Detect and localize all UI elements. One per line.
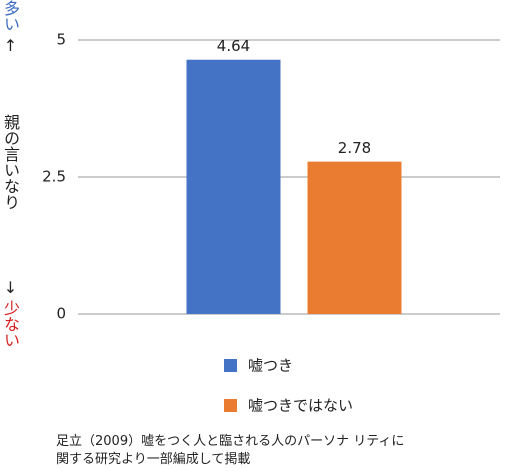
source-note: 関する研究より一部編成して掲載 bbox=[56, 452, 251, 467]
value-label: 2.78 bbox=[338, 139, 371, 157]
legend-swatch bbox=[224, 359, 237, 372]
source-note: 足立（2009）嘘をつく人と臨される人のパーソナ リティに bbox=[56, 434, 405, 449]
y-tick-label: 0 bbox=[56, 305, 66, 323]
y-label-arrow: ↑ bbox=[1, 36, 20, 55]
y-tick-label: 5 bbox=[56, 31, 66, 49]
y-label-main: 親の言いなり bbox=[1, 114, 20, 210]
y-label-low: 少ない bbox=[1, 300, 20, 348]
y-label-high: 多い bbox=[1, 0, 20, 32]
legend-label: 嘘つきではない bbox=[248, 397, 353, 415]
y-label-arrow: ↓ bbox=[1, 278, 20, 297]
legend-swatch bbox=[224, 399, 237, 412]
y-tick-label: 2.5 bbox=[42, 168, 66, 186]
value-label: 4.64 bbox=[217, 37, 250, 55]
bar bbox=[186, 59, 281, 315]
bar bbox=[307, 161, 402, 314]
legend-label: 嘘つき bbox=[248, 357, 293, 375]
